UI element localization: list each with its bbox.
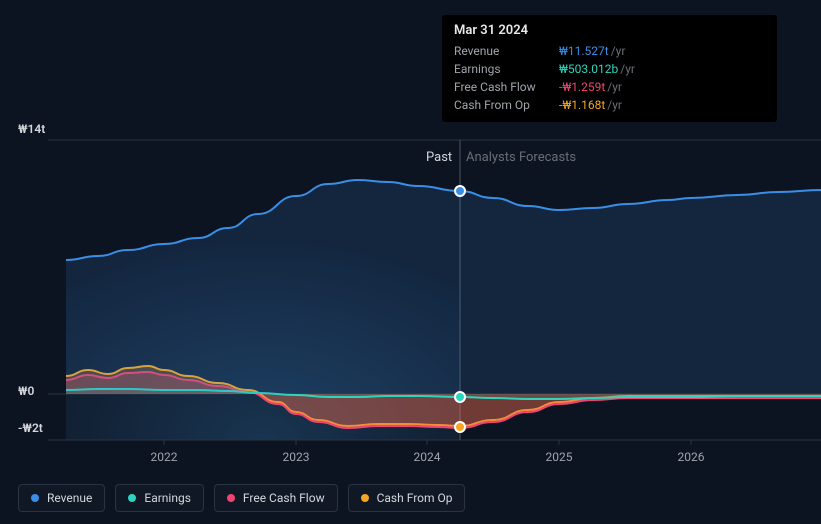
- legend-item-free-cash-flow[interactable]: Free Cash Flow: [214, 484, 338, 512]
- legend-label: Cash From Op: [377, 491, 453, 505]
- x-axis-tick: 2026: [678, 450, 705, 464]
- legend-item-revenue[interactable]: Revenue: [18, 484, 105, 512]
- tooltip-row-suffix: /yr: [607, 98, 622, 112]
- legend-dot: [227, 494, 235, 502]
- legend-item-earnings[interactable]: Earnings: [115, 484, 204, 512]
- period-label-forecast: Analysts Forecasts: [466, 150, 576, 165]
- legend-item-cash-from-op[interactable]: Cash From Op: [348, 484, 466, 512]
- tooltip-row: Cash From Op-₩1.168t /yr: [454, 96, 765, 114]
- x-axis-tick: 2023: [283, 450, 310, 464]
- tooltip-row: Earnings₩503.012b /yr: [454, 60, 765, 78]
- tooltip-row-value: ₩11.527t: [559, 44, 609, 58]
- tooltip-date: Mar 31 2024: [454, 23, 765, 38]
- y-axis-label: ₩0: [18, 384, 34, 398]
- tooltip-row-value: -₩1.259t: [559, 80, 605, 94]
- y-axis-label: ₩14t: [18, 122, 45, 136]
- x-axis-tick: 2024: [414, 450, 441, 464]
- legend-label: Revenue: [47, 491, 92, 505]
- legend-label: Free Cash Flow: [243, 491, 325, 505]
- tooltip-row: Free Cash Flow-₩1.259t /yr: [454, 78, 765, 96]
- tooltip-row-value: ₩503.012b: [559, 62, 618, 76]
- x-axis-tick: 2025: [546, 450, 573, 464]
- y-axis-label: -₩2t: [18, 421, 43, 435]
- tooltip-row-label: Free Cash Flow: [454, 80, 559, 94]
- chart-tooltip: Mar 31 2024 Revenue₩11.527t /yrEarnings₩…: [442, 15, 777, 122]
- legend-label: Earnings: [144, 491, 191, 505]
- tooltip-row-label: Revenue: [454, 44, 559, 58]
- tooltip-row: Revenue₩11.527t /yr: [454, 42, 765, 60]
- period-label-past: Past: [426, 150, 452, 165]
- tooltip-row-value: -₩1.168t: [559, 98, 605, 112]
- tooltip-row-label: Earnings: [454, 62, 559, 76]
- tooltip-row-suffix: /yr: [607, 80, 622, 94]
- legend-dot: [31, 494, 39, 502]
- tooltip-row-label: Cash From Op: [454, 98, 559, 112]
- tooltip-row-suffix: /yr: [620, 62, 635, 76]
- legend-dot: [128, 494, 136, 502]
- x-axis-tick: 2022: [151, 450, 178, 464]
- legend-dot: [361, 494, 369, 502]
- tooltip-row-suffix: /yr: [611, 44, 626, 58]
- chart-legend: Revenue Earnings Free Cash Flow Cash From O…: [18, 484, 465, 512]
